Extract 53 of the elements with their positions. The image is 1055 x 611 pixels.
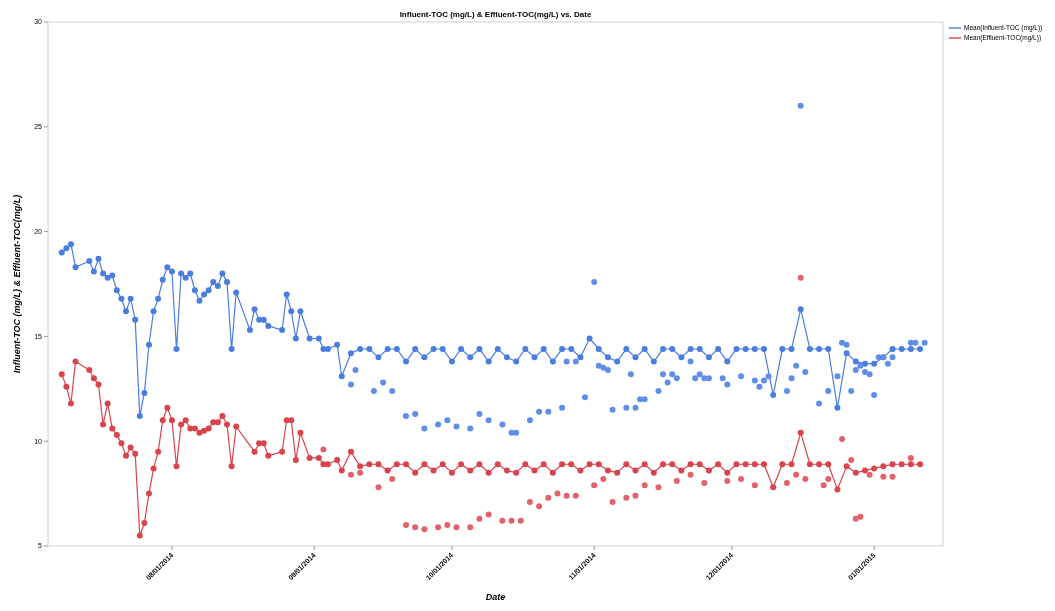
chart-title: Influent-TOC (mg/L) & Effluent-TOC(mg/L) vs. Date bbox=[399, 10, 592, 19]
point bbox=[389, 475, 396, 482]
point bbox=[889, 473, 896, 480]
point bbox=[848, 457, 855, 464]
point bbox=[600, 475, 607, 482]
point bbox=[591, 482, 598, 489]
point bbox=[738, 475, 745, 482]
point bbox=[453, 524, 460, 531]
x-axis-title: Date bbox=[485, 592, 506, 602]
point bbox=[783, 480, 790, 487]
point bbox=[701, 480, 708, 487]
point bbox=[839, 436, 846, 443]
point bbox=[623, 494, 630, 501]
point bbox=[412, 524, 419, 531]
point bbox=[802, 475, 809, 482]
y-axis-title: Influent-TOC (mg/L) & Effluent-TOC(mg/L) bbox=[12, 194, 22, 374]
point bbox=[852, 515, 859, 522]
point bbox=[825, 475, 832, 482]
point bbox=[793, 471, 800, 478]
point bbox=[476, 515, 483, 522]
point bbox=[357, 469, 364, 476]
point bbox=[526, 498, 533, 505]
point bbox=[508, 517, 515, 524]
point bbox=[641, 482, 648, 489]
point bbox=[554, 490, 561, 497]
point bbox=[536, 503, 543, 510]
point bbox=[857, 513, 864, 520]
point bbox=[609, 498, 616, 505]
point bbox=[375, 484, 382, 491]
point bbox=[572, 492, 579, 499]
point bbox=[545, 494, 552, 501]
point bbox=[499, 517, 506, 524]
point bbox=[797, 274, 804, 281]
point bbox=[320, 446, 327, 453]
point bbox=[435, 524, 442, 531]
point bbox=[421, 526, 428, 533]
point bbox=[467, 524, 474, 531]
point bbox=[485, 511, 492, 518]
point bbox=[403, 522, 409, 529]
point bbox=[517, 517, 524, 524]
point bbox=[673, 478, 680, 485]
point bbox=[347, 471, 354, 478]
point bbox=[751, 482, 758, 489]
point bbox=[880, 473, 887, 480]
point bbox=[907, 454, 914, 461]
point bbox=[820, 482, 827, 489]
point bbox=[655, 484, 662, 491]
point bbox=[563, 492, 570, 499]
point bbox=[687, 471, 694, 478]
point bbox=[632, 492, 639, 499]
point bbox=[444, 522, 451, 529]
point bbox=[724, 478, 731, 485]
point bbox=[866, 471, 873, 478]
